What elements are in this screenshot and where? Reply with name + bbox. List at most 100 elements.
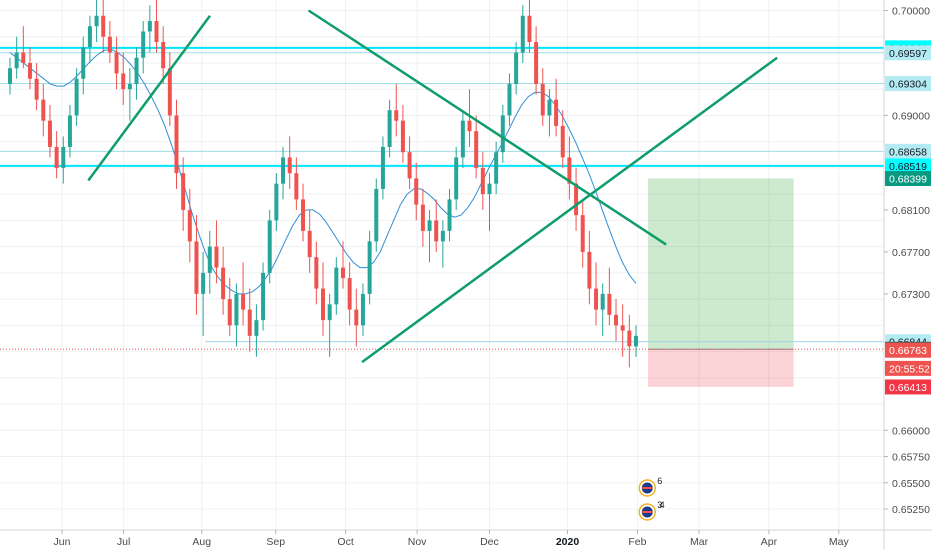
candle <box>174 99 179 189</box>
candle-body <box>241 293 246 310</box>
candle <box>480 152 485 210</box>
candle-body <box>254 320 259 336</box>
candle <box>487 173 492 231</box>
candle-body <box>47 120 52 147</box>
candle-body <box>54 146 59 168</box>
candle <box>27 47 32 90</box>
candle-body <box>487 183 492 195</box>
candle-body <box>567 157 572 184</box>
candle-body <box>427 220 432 231</box>
price-tag-label: 0.68658 <box>889 146 927 158</box>
candle <box>474 115 479 179</box>
event-marker[interactable]: 6 <box>638 476 662 497</box>
price-tag-bg <box>885 171 931 187</box>
y-tick-label: 0.65750 <box>892 452 930 464</box>
candle-body <box>527 15 532 42</box>
trendline-1[interactable] <box>307 9 667 246</box>
candle <box>447 188 452 242</box>
y-tick-label: 0.67300 <box>892 289 930 301</box>
price-tag: 0.69304 <box>885 76 931 92</box>
price-tag-bg <box>885 360 931 376</box>
x-tick-label: Oct <box>337 536 353 548</box>
price-tag-bg <box>885 143 931 159</box>
candle-body <box>407 152 412 179</box>
candle-body <box>281 157 286 184</box>
price-tag-label: 0.69304 <box>889 79 927 91</box>
x-tick-label: 2020 <box>556 536 580 548</box>
candle <box>147 5 152 53</box>
candle <box>254 304 259 357</box>
candle <box>307 209 312 273</box>
y-tick-label: 0.65250 <box>892 504 930 516</box>
y-tick-label: 0.69000 <box>892 110 930 122</box>
candle-body <box>187 209 192 242</box>
candle <box>267 209 272 284</box>
trendline-2[interactable] <box>361 56 778 364</box>
candle-body <box>607 293 612 315</box>
trendline-0[interactable] <box>87 15 211 182</box>
candle-body <box>181 173 186 210</box>
candle-body <box>374 188 379 242</box>
price-tag-label: 0.66763 <box>889 345 927 357</box>
candle <box>87 15 92 63</box>
price-tag-label: 0.68519 <box>889 161 927 173</box>
candle <box>534 26 539 95</box>
event-marker[interactable]: 3 <box>638 500 662 521</box>
candle-body <box>261 272 266 321</box>
candle-body <box>274 183 279 221</box>
price-tag-label: 20:55:52 <box>889 363 930 375</box>
candle <box>41 83 46 137</box>
candlestick-series <box>8 0 638 368</box>
candle-body <box>500 115 505 153</box>
candle-body <box>340 267 345 279</box>
candle <box>81 36 86 95</box>
target-zone[interactable] <box>648 178 794 350</box>
price-tag: 0.68519 <box>885 158 931 174</box>
candle-body <box>194 241 199 294</box>
candle <box>227 278 232 336</box>
candle <box>467 89 472 147</box>
long-position-tool[interactable] <box>648 178 794 387</box>
candle-body <box>400 120 405 153</box>
candle-body <box>367 241 372 294</box>
candle <box>107 20 112 63</box>
candle <box>21 26 26 69</box>
candle-body <box>81 47 86 79</box>
economic-events[interactable]: 6 34 <box>638 476 665 521</box>
candle-body <box>447 199 452 231</box>
x-tick-label: Dec <box>480 536 499 548</box>
candle <box>627 314 632 368</box>
candle-body <box>480 167 485 195</box>
candle-body <box>434 220 439 242</box>
candle-body <box>614 314 619 326</box>
trendlines[interactable] <box>87 9 778 364</box>
y-tick-label: 0.66000 <box>892 425 930 437</box>
candle <box>360 283 365 336</box>
candle <box>301 183 306 242</box>
candle <box>134 47 139 100</box>
candle-body <box>627 330 632 347</box>
candle <box>161 26 166 84</box>
candle <box>514 41 519 95</box>
candle <box>560 110 565 168</box>
stop-zone[interactable] <box>648 349 794 387</box>
candle <box>201 251 206 336</box>
candle-body <box>507 83 512 116</box>
candle <box>241 262 246 326</box>
candle-body <box>494 152 499 184</box>
event-count: 3 <box>657 500 662 510</box>
candle <box>380 136 385 200</box>
y-tick-label: 0.68100 <box>892 205 930 217</box>
event-marker[interactable]: 4 <box>660 500 665 510</box>
horizontal-levels[interactable] <box>0 46 884 350</box>
candle <box>607 267 612 326</box>
candle-body <box>334 267 339 305</box>
candle-body <box>207 246 212 273</box>
candle <box>8 57 12 95</box>
candle-body <box>214 246 219 268</box>
candle <box>500 104 505 163</box>
candle <box>127 68 132 121</box>
candle <box>14 36 19 79</box>
